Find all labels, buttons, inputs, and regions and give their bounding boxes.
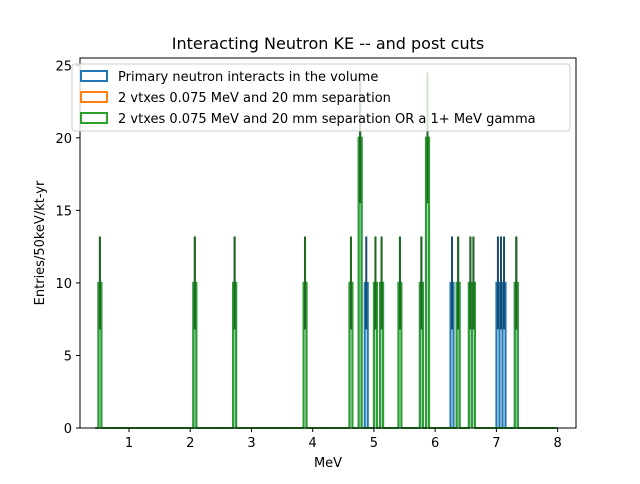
series-2-bar	[514, 282, 518, 428]
series-0-bar	[398, 282, 402, 428]
series-0-bar	[358, 137, 362, 428]
series-0-bar	[373, 282, 377, 428]
series-2-bar	[468, 282, 472, 428]
y-tick-label: 15	[55, 204, 72, 219]
legend-swatch	[80, 91, 108, 103]
series-0-bar	[380, 282, 384, 428]
series-2-bar	[303, 282, 307, 428]
x-axis-ticks: 1 2 3 4 5 6 7 8	[125, 428, 562, 451]
series-2-bar	[456, 282, 460, 428]
series-0-bar	[514, 282, 518, 428]
series-2-bar	[358, 137, 362, 428]
x-tick-label: 8	[553, 436, 561, 451]
legend-label: 2 vtxes 0.075 MeV and 20 mm separation	[118, 91, 391, 106]
series-2-bar	[425, 137, 430, 428]
series-0-bar	[364, 282, 368, 428]
series-0-bar	[450, 282, 454, 428]
x-tick-label: 6	[431, 436, 439, 451]
series-0-bar	[499, 282, 503, 428]
series-2-bar	[233, 282, 237, 428]
series-2-bar	[380, 282, 384, 428]
series-0-bar	[193, 282, 197, 428]
series-2-outline	[95, 136, 558, 429]
x-tick-label: 3	[247, 436, 255, 451]
series-0-bar	[419, 282, 423, 428]
y-tick-label: 25	[55, 59, 72, 74]
y-axis-label: Entries/50keV/kt-yr	[33, 180, 48, 305]
series-0-bar	[456, 282, 460, 428]
series-0-bar	[468, 282, 472, 428]
y-tick-label: 5	[64, 349, 72, 364]
series-0-bar	[98, 282, 102, 428]
y-tick-label: 20	[55, 132, 72, 147]
series-2-bar	[471, 282, 475, 428]
legend-label: 2 vtxes 0.075 MeV and 20 mm separation O…	[118, 112, 536, 127]
series-0-bar	[233, 282, 237, 428]
x-tick-label: 4	[309, 436, 317, 451]
y-tick-label: 0	[64, 422, 72, 437]
x-tick-label: 7	[492, 436, 500, 451]
series-2-bar	[98, 282, 102, 428]
chart-title: Interacting Neutron KE -- and post cuts	[172, 34, 484, 53]
series-2-bar	[349, 282, 353, 428]
plot-frame	[79, 57, 577, 429]
series-2-bar	[398, 282, 402, 428]
legend: Primary neutron interacts in the volume 2…	[71, 63, 571, 132]
legend-swatch	[80, 70, 108, 82]
x-tick-label: 2	[186, 436, 194, 451]
series-2-bar	[193, 282, 197, 428]
series-0-bar	[502, 282, 506, 428]
series-0-bar	[425, 137, 430, 428]
x-tick-label: 5	[370, 436, 378, 451]
series-2-bar	[373, 282, 377, 428]
legend-box	[71, 63, 571, 132]
x-tick-label: 1	[125, 436, 133, 451]
legend-label: Primary neutron interacts in the volume	[118, 70, 378, 85]
legend-swatch	[80, 112, 108, 124]
series-0-bar	[471, 282, 475, 428]
series-2-bar	[419, 282, 423, 428]
series-0-bar	[496, 282, 500, 428]
series-0-bar	[349, 282, 353, 428]
x-axis-label: MeV	[314, 456, 342, 471]
plot-marks	[95, 136, 558, 429]
y-tick-label: 10	[55, 277, 72, 292]
series-0-bar	[303, 282, 307, 428]
